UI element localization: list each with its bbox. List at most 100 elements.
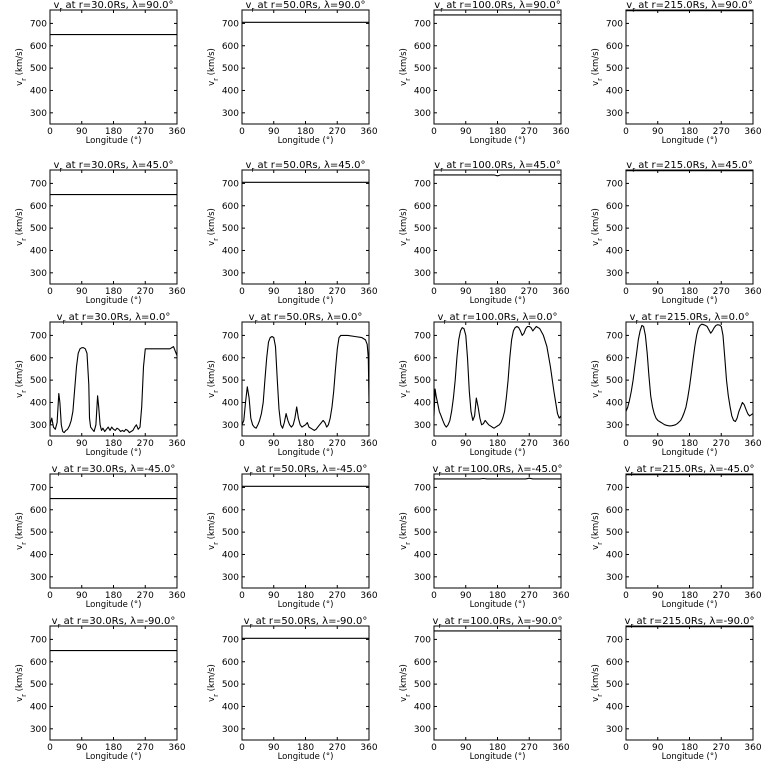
y-tick-label: 300 bbox=[606, 725, 623, 735]
x-tick-label: 90 bbox=[76, 439, 88, 449]
y-tick-label: 500 bbox=[30, 64, 47, 74]
series-line bbox=[434, 477, 561, 480]
x-tick-label: 360 bbox=[360, 439, 377, 449]
y-tick-label: 600 bbox=[606, 42, 623, 52]
y-tick-label: 400 bbox=[606, 86, 623, 96]
series-line bbox=[625, 323, 754, 427]
plot-frame bbox=[433, 321, 562, 437]
y-tick-label: 400 bbox=[606, 702, 623, 712]
y-tick-label: 600 bbox=[606, 202, 623, 212]
x-tick-label: 180 bbox=[489, 439, 506, 449]
y-axis-label: vr (km/s) bbox=[591, 48, 604, 86]
x-tick-label: 360 bbox=[744, 591, 761, 601]
x-tick-label: 270 bbox=[137, 743, 154, 753]
chart-panel: 0 90 180 270 360 300 400 500 600 700 vr at r=50.0R… bbox=[207, 0, 378, 146]
y-tick-label: 500 bbox=[30, 224, 47, 234]
x-tick-label: 270 bbox=[137, 127, 154, 137]
x-tick-label: 360 bbox=[360, 591, 377, 601]
panel-title: vr at r=100.0Rs, λ=-90.0° bbox=[432, 616, 562, 630]
x-tick-label: 90 bbox=[268, 127, 280, 137]
y-tick-label: 500 bbox=[222, 528, 239, 538]
y-axis-label: vr (km/s) bbox=[15, 512, 28, 550]
x-tick-label: 0 bbox=[431, 591, 437, 601]
y-tick-label: 300 bbox=[606, 573, 623, 583]
x-tick-label: 90 bbox=[268, 439, 280, 449]
x-tick-label: 270 bbox=[521, 439, 538, 449]
x-tick-label: 360 bbox=[552, 127, 569, 137]
x-tick-label: 270 bbox=[329, 439, 346, 449]
y-tick-label: 700 bbox=[30, 19, 47, 29]
x-tick-label: 180 bbox=[297, 127, 314, 137]
y-axis-label: vr (km/s) bbox=[15, 360, 28, 398]
y-tick-label: 700 bbox=[414, 635, 431, 645]
y-tick-label: 700 bbox=[414, 19, 431, 29]
plot-frame bbox=[49, 625, 178, 741]
plot-frame bbox=[241, 321, 370, 437]
y-tick-label: 600 bbox=[606, 506, 623, 516]
x-tick-label: 90 bbox=[652, 591, 664, 601]
y-tick-label: 400 bbox=[606, 246, 623, 256]
y-tick-label: 300 bbox=[606, 421, 623, 431]
y-tick-label: 700 bbox=[30, 635, 47, 645]
chart-panel: 0 90 180 270 360 300 400 500 600 700 vr at r=30.0R… bbox=[15, 160, 186, 306]
panel-title: vr at r=50.0Rs, λ=-90.0° bbox=[244, 616, 368, 630]
y-tick-label: 400 bbox=[30, 702, 47, 712]
y-tick-label: 500 bbox=[414, 64, 431, 74]
x-tick-label: 90 bbox=[460, 127, 472, 137]
y-axis-label: vr (km/s) bbox=[207, 360, 220, 398]
y-tick-label: 300 bbox=[606, 269, 623, 279]
x-tick-label: 180 bbox=[681, 287, 698, 297]
y-tick-label: 600 bbox=[606, 658, 623, 668]
y-tick-label: 700 bbox=[606, 179, 623, 189]
x-axis-label: Longitude (°) bbox=[662, 136, 718, 146]
y-tick-label: 600 bbox=[414, 42, 431, 52]
x-axis-label: Longitude (°) bbox=[86, 752, 142, 762]
y-tick-label: 700 bbox=[222, 635, 239, 645]
y-tick-label: 500 bbox=[222, 64, 239, 74]
x-tick-label: 360 bbox=[360, 127, 377, 137]
x-tick-label: 270 bbox=[329, 591, 346, 601]
x-tick-label: 360 bbox=[168, 743, 185, 753]
plot-frame bbox=[625, 169, 754, 285]
y-tick-label: 300 bbox=[414, 573, 431, 583]
y-tick-label: 600 bbox=[30, 506, 47, 516]
y-axis-label: vr (km/s) bbox=[207, 512, 220, 550]
x-tick-label: 90 bbox=[76, 743, 88, 753]
x-tick-label: 360 bbox=[744, 127, 761, 137]
y-tick-label: 700 bbox=[414, 179, 431, 189]
x-axis-label: Longitude (°) bbox=[278, 296, 334, 306]
y-tick-label: 400 bbox=[414, 398, 431, 408]
x-tick-label: 360 bbox=[168, 439, 185, 449]
x-tick-label: 0 bbox=[239, 743, 245, 753]
x-tick-label: 0 bbox=[623, 743, 629, 753]
y-axis-label: vr (km/s) bbox=[15, 208, 28, 246]
y-tick-label: 300 bbox=[414, 725, 431, 735]
y-axis-label: vr (km/s) bbox=[591, 664, 604, 702]
panel-title: vr at r=215.0Rs, λ=0.0° bbox=[629, 312, 749, 326]
plot-frame bbox=[49, 321, 178, 437]
x-tick-label: 180 bbox=[105, 591, 122, 601]
x-tick-label: 360 bbox=[744, 743, 761, 753]
x-tick-label: 360 bbox=[168, 287, 185, 297]
chart-panel: 0 90 180 270 360 300 400 500 600 700 vr at r=50.0R… bbox=[207, 160, 378, 306]
x-tick-label: 270 bbox=[137, 591, 154, 601]
y-tick-label: 500 bbox=[414, 376, 431, 386]
y-tick-label: 300 bbox=[30, 421, 47, 431]
x-tick-label: 270 bbox=[521, 743, 538, 753]
x-axis-label: Longitude (°) bbox=[662, 600, 718, 610]
y-tick-label: 400 bbox=[30, 246, 47, 256]
x-tick-label: 0 bbox=[431, 439, 437, 449]
y-tick-label: 600 bbox=[30, 354, 47, 364]
plot-frame bbox=[49, 9, 178, 125]
x-tick-label: 0 bbox=[623, 127, 629, 137]
x-tick-label: 0 bbox=[239, 439, 245, 449]
y-tick-label: 700 bbox=[606, 331, 623, 341]
x-tick-label: 360 bbox=[552, 287, 569, 297]
x-tick-label: 360 bbox=[552, 743, 569, 753]
